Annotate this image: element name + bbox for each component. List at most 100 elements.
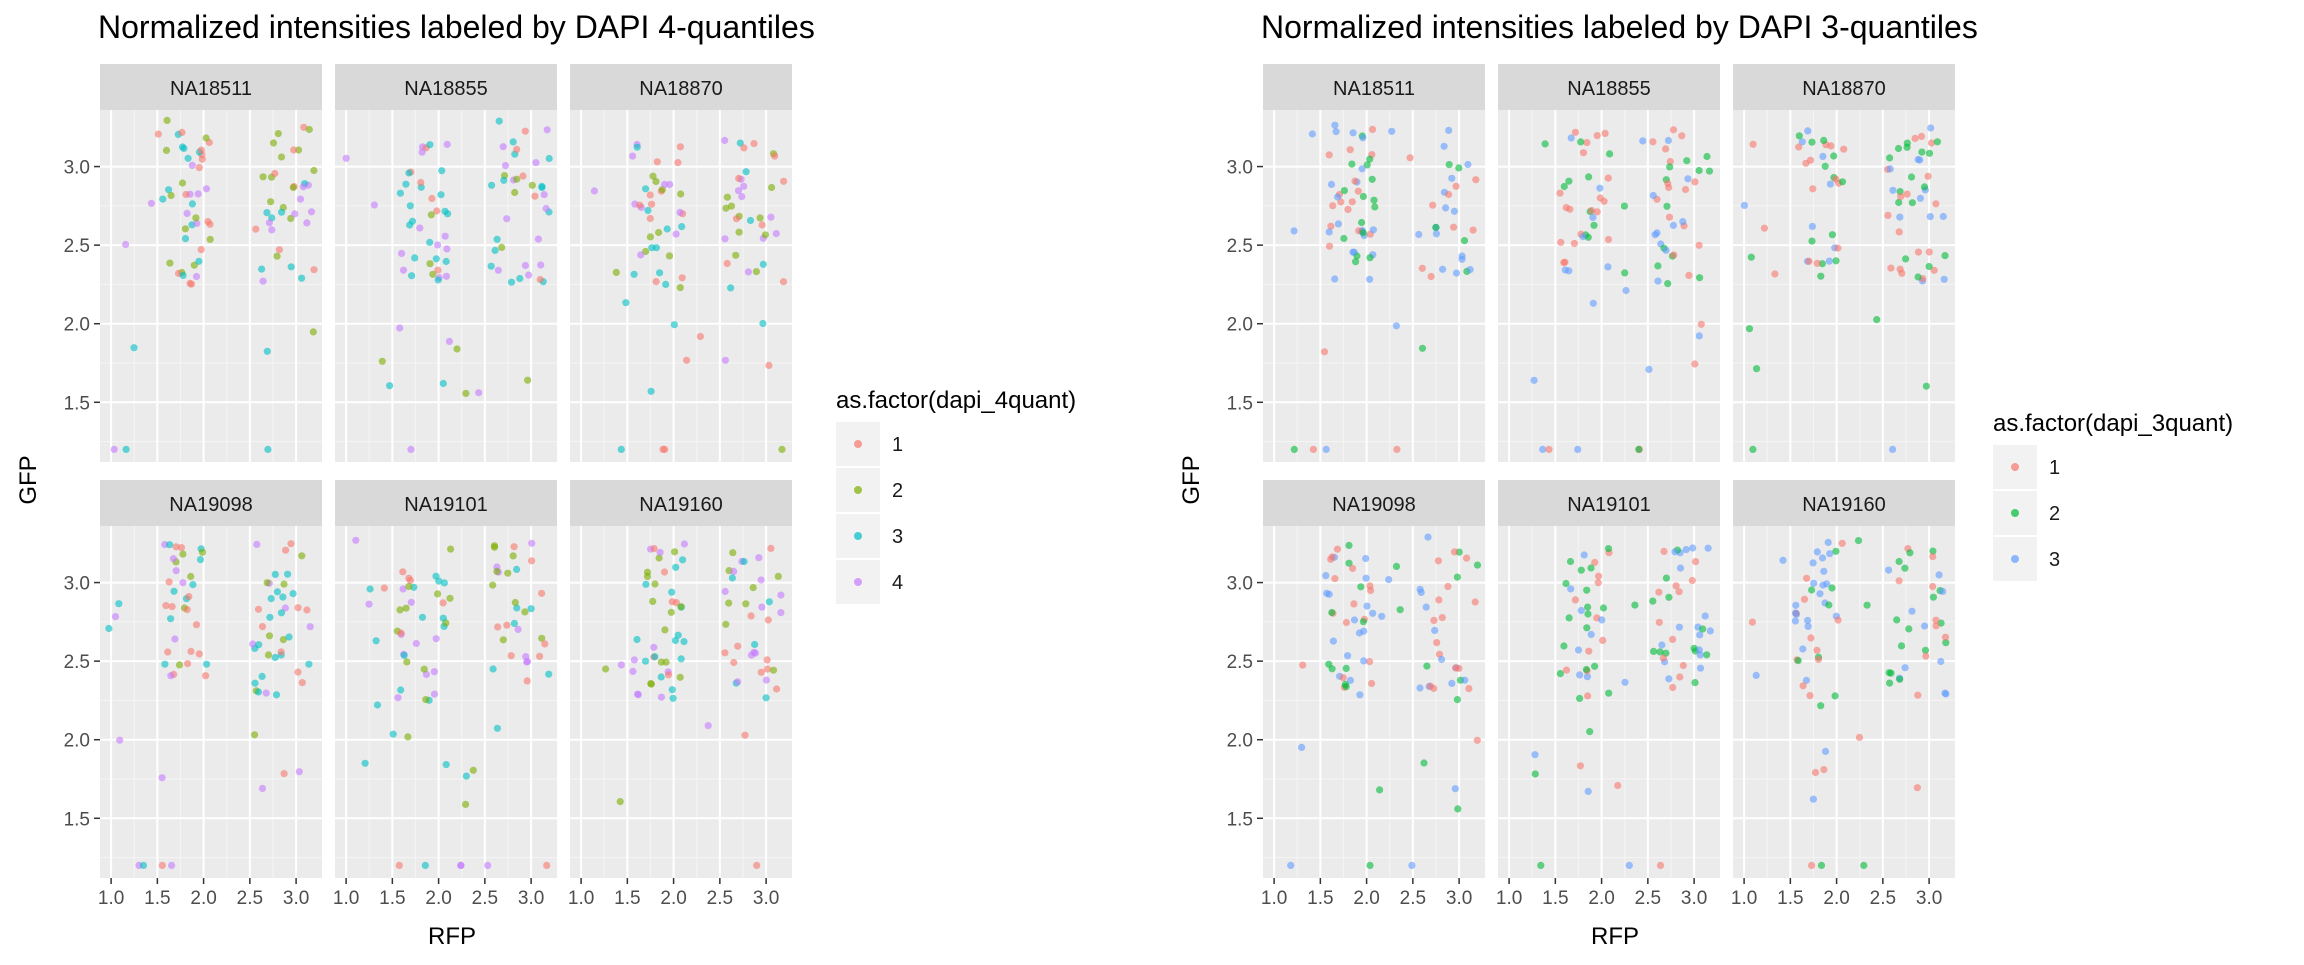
data-point (1435, 596, 1443, 604)
data-point (1334, 220, 1342, 228)
data-point (1631, 601, 1639, 609)
data-point (1840, 145, 1848, 153)
x-tick-label: 2.5 (1400, 888, 1426, 909)
data-point (1804, 127, 1812, 135)
data-point (1590, 221, 1598, 229)
data-point (538, 589, 546, 597)
data-point (528, 181, 536, 189)
data-point (1886, 154, 1894, 162)
data-point (1885, 566, 1893, 574)
data-point (1832, 547, 1840, 555)
data-point (1664, 280, 1672, 288)
data-point (1359, 134, 1367, 142)
data-point (189, 581, 197, 589)
data-point (1322, 445, 1330, 453)
data-point (1445, 161, 1453, 169)
data-point (1808, 586, 1816, 594)
data-point (1348, 198, 1356, 206)
data-point (1896, 213, 1904, 221)
data-point (166, 541, 174, 549)
data-point (175, 661, 184, 669)
data-point (1832, 175, 1840, 183)
data-point (1889, 186, 1897, 194)
data-point (762, 676, 771, 684)
data-point (1838, 539, 1846, 547)
facet-label: NA18511 (1333, 78, 1415, 100)
data-point (1585, 173, 1593, 181)
data-point (503, 621, 511, 629)
data-point (646, 233, 655, 241)
data-point (1577, 566, 1585, 574)
data-point (659, 445, 667, 453)
data-point (1855, 733, 1864, 742)
plot-background (1733, 526, 1955, 878)
data-point (1696, 631, 1704, 639)
data-point (161, 660, 169, 668)
facet-NA18511: NA18511 1.5 2.0 2.5 3.0 (1227, 64, 1485, 462)
data-point (780, 177, 788, 185)
data-point (1941, 252, 1949, 260)
data-point (1448, 174, 1456, 182)
data-point (1810, 579, 1818, 587)
data-point (1666, 157, 1674, 166)
data-point (299, 183, 307, 191)
y-tick-label: 1.5 (64, 809, 90, 830)
data-point (251, 679, 259, 687)
data-point (1591, 662, 1599, 670)
data-point (652, 177, 660, 186)
data-point (188, 161, 196, 169)
data-point (649, 597, 657, 606)
data-point (493, 724, 501, 732)
data-point (122, 445, 130, 453)
data-point (1921, 646, 1930, 654)
data-point (755, 554, 763, 562)
data-point (1369, 226, 1377, 234)
data-point (722, 204, 730, 212)
data-point (1584, 603, 1592, 611)
data-point (1339, 674, 1347, 682)
data-point (1561, 258, 1569, 266)
data-point (1916, 194, 1924, 202)
data-point (1669, 221, 1677, 229)
data-point (1808, 222, 1816, 230)
data-point (1696, 651, 1704, 659)
data-point (1886, 165, 1894, 173)
facet-strip (100, 64, 322, 110)
data-point (676, 673, 684, 681)
data-point (1346, 146, 1354, 154)
legend-point (854, 578, 862, 586)
legend-point (2011, 463, 2019, 471)
data-point (442, 257, 450, 266)
data-point (400, 651, 408, 659)
data-point (1654, 277, 1662, 285)
data-point (1420, 759, 1428, 767)
x-tick-label: 1.5 (379, 888, 405, 909)
data-point (1809, 559, 1817, 567)
data-point (503, 215, 511, 223)
data-point (1345, 541, 1353, 550)
data-point (1350, 616, 1359, 624)
data-point (1939, 212, 1947, 221)
legend-label: 4 (892, 572, 903, 594)
data-point (1669, 126, 1678, 134)
data-point (178, 128, 186, 136)
data-point (1442, 204, 1450, 212)
data-point (1747, 253, 1755, 261)
data-point (763, 656, 771, 664)
data-point (1328, 608, 1336, 617)
data-point (730, 658, 738, 667)
data-point (186, 279, 194, 287)
data-point (1828, 231, 1836, 239)
data-point (378, 357, 386, 365)
data-point (484, 861, 492, 870)
data-point (630, 656, 639, 664)
data-point (462, 800, 470, 809)
data-point (1625, 861, 1633, 870)
data-point (1649, 597, 1657, 605)
data-point (758, 603, 766, 611)
data-point (1331, 575, 1339, 583)
data-point (1688, 576, 1696, 585)
data-point (740, 182, 748, 190)
data-point (1362, 574, 1370, 582)
data-point (269, 139, 278, 147)
